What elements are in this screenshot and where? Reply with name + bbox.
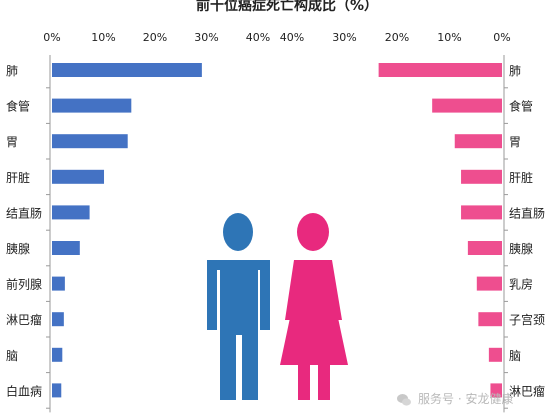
category-label: 结直肠 [6, 206, 42, 220]
tick-label: 40% [280, 31, 304, 44]
tick-label: 20% [385, 31, 409, 44]
chart-title: 前十位癌症死亡构成比（%） [196, 0, 378, 14]
bar [467, 241, 502, 255]
bar [52, 134, 128, 149]
bar [490, 383, 502, 398]
tick-label: 0% [43, 31, 60, 44]
category-label: 肝脏 [509, 170, 533, 185]
bar [432, 98, 502, 113]
category-label: 白血病 [6, 383, 42, 398]
category-label: 肺 [6, 64, 18, 78]
bar [52, 169, 105, 184]
category-label: 结直肠 [509, 206, 545, 220]
category-label: 前列腺 [6, 277, 42, 292]
bar [478, 312, 502, 327]
category-label: 淋巴瘤 [6, 312, 42, 327]
category-label: 肺 [509, 64, 521, 78]
category-label: 食管 [6, 99, 30, 114]
bar [378, 63, 502, 77]
category-label: 食管 [509, 99, 533, 114]
bar [454, 134, 502, 149]
category-label: 胰腺 [509, 242, 533, 256]
category-label: 子宫颈 [509, 312, 545, 327]
bar [52, 63, 202, 77]
category-label: 脑 [509, 349, 521, 363]
category-label: 淋巴瘤 [509, 383, 545, 398]
tick-label: 10% [437, 31, 461, 44]
category-label: 胃 [6, 135, 18, 149]
category-label: 胃 [509, 135, 521, 149]
tick-label: 40% [246, 31, 270, 44]
bar [488, 347, 502, 362]
bar [461, 169, 502, 184]
bar [52, 383, 62, 398]
wechat-icon [397, 393, 411, 406]
bar [461, 205, 502, 220]
male-icon [207, 213, 270, 400]
tick-label: 20% [143, 31, 167, 44]
bar [52, 347, 63, 362]
watermark: 服务号 · 安龙健康 [396, 387, 556, 411]
category-label: 肝脏 [6, 170, 30, 185]
watermark-text: 服务号 · 安龙健康 [418, 392, 514, 406]
bar [52, 241, 80, 255]
bar [476, 276, 502, 291]
bar [52, 312, 64, 327]
tick-label: 0% [493, 31, 510, 44]
female-icon [280, 213, 348, 400]
category-label: 脑 [6, 349, 18, 363]
tick-label: 30% [194, 31, 218, 44]
category-label: 胰腺 [6, 242, 30, 256]
tick-label: 10% [91, 31, 115, 44]
category-label: 乳房 [509, 277, 533, 292]
bar [52, 276, 65, 291]
bar [52, 98, 132, 113]
bar [52, 205, 90, 220]
tick-label: 30% [332, 31, 356, 44]
